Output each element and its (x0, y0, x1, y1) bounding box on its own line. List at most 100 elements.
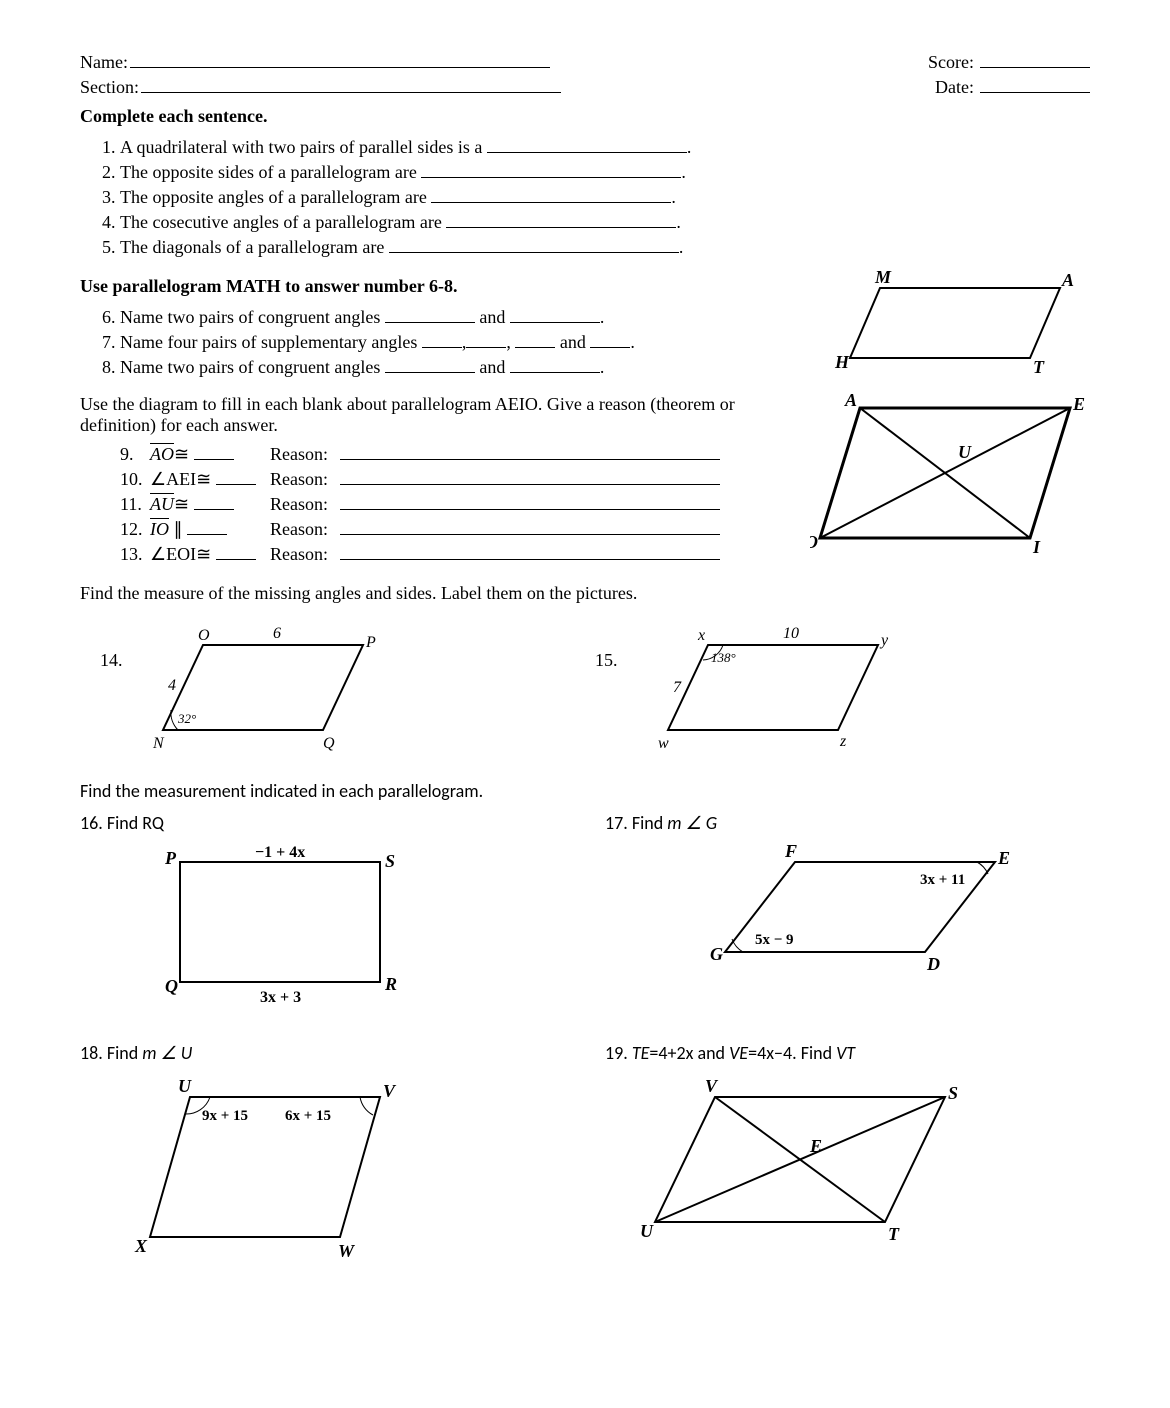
q7-b3[interactable] (515, 330, 555, 348)
header-row-2: Section: Date: (80, 75, 1090, 98)
q13: 13. ∠EOI≅ Reason: (120, 542, 790, 565)
p16-diagram: −1 + 4x 3x + 3 P S R Q (140, 842, 440, 1022)
svg-text:O: O (198, 627, 210, 644)
q7: Name four pairs of supplementary angles … (120, 330, 810, 353)
p14-diagram: 6 4 32° O P Q N (143, 620, 393, 760)
q3-blank[interactable] (431, 185, 671, 203)
name-label: Name: (80, 52, 128, 73)
instruction-aeio: Use the diagram to fill in each blank ab… (80, 394, 790, 436)
aeio-diagram: A E I O U (810, 388, 1090, 558)
q13-blank[interactable] (216, 542, 256, 560)
math-section: Use parallelogram MATH to answer number … (80, 268, 1090, 388)
problems-14-15: 14. 6 4 32° O P Q N 15. 10 7 138° x y z … (80, 620, 1090, 760)
svg-text:S: S (948, 1083, 958, 1103)
q9-blank[interactable] (194, 442, 234, 460)
q5: The diagonals of a parallelogram are . (120, 235, 1090, 258)
svg-text:7: 7 (673, 679, 682, 696)
svg-text:S: S (385, 851, 395, 871)
q13-reason[interactable] (340, 542, 720, 560)
p17: 17. Find m ∠ G 3x + 11 5x − 9 F E D G (605, 812, 1090, 1022)
q3: The opposite angles of a parallelogram a… (120, 185, 1090, 208)
instruction-complete: Complete each sentence. (80, 106, 1090, 127)
q11-blank[interactable] (194, 492, 234, 510)
svg-text:E: E (997, 848, 1010, 868)
date-label: Date: (935, 77, 974, 98)
questions-6-8: Name two pairs of congruent angles and .… (120, 305, 810, 378)
q9: 9. AO≅ Reason: (120, 442, 790, 465)
p18-label: 18. Find m ∠ U (80, 1042, 565, 1064)
svg-text:F: F (784, 842, 797, 861)
svg-text:W: W (338, 1241, 356, 1261)
q6-blank2[interactable] (510, 305, 600, 323)
date-blank[interactable] (980, 75, 1090, 93)
name-blank[interactable] (130, 50, 550, 68)
q6: Name two pairs of congruent angles and . (120, 305, 810, 328)
q5-blank[interactable] (389, 235, 679, 253)
svg-text:E: E (1072, 394, 1085, 414)
svg-text:V: V (383, 1081, 397, 1101)
svg-text:3x + 3: 3x + 3 (260, 989, 301, 1006)
svg-text:9x + 15: 9x + 15 (202, 1108, 248, 1124)
svg-text:5x − 9: 5x − 9 (755, 932, 794, 948)
q9-reason[interactable] (340, 442, 720, 460)
svg-text:w: w (658, 735, 669, 752)
svg-text:U: U (958, 442, 972, 462)
q10-blank[interactable] (216, 467, 256, 485)
questions-9-13: 9. AO≅ Reason: 10. ∠AEI≅ Reason: 11. AU≅… (120, 442, 790, 565)
q10: 10. ∠AEI≅ Reason: (120, 467, 790, 490)
p17-diagram: 3x + 11 5x − 9 F E D G (705, 842, 1025, 992)
svg-text:x: x (697, 627, 705, 644)
svg-text:−1 + 4x: −1 + 4x (255, 844, 305, 861)
q1-blank[interactable] (487, 135, 687, 153)
q12-reason[interactable] (340, 517, 720, 535)
svg-text:P: P (365, 634, 376, 651)
p16-label: 16. Find RQ (80, 812, 565, 834)
svg-text:V: V (705, 1076, 719, 1096)
svg-text:10: 10 (783, 625, 799, 642)
q2-blank[interactable] (421, 160, 681, 178)
aeio-section: Use the diagram to fill in each blank ab… (80, 388, 1090, 567)
q8-blank1[interactable] (385, 355, 475, 373)
svg-text:A: A (844, 390, 857, 410)
q6-blank1[interactable] (385, 305, 475, 323)
svg-text:U: U (640, 1221, 654, 1241)
q4-blank[interactable] (446, 210, 676, 228)
svg-text:U: U (178, 1076, 192, 1096)
q12-blank[interactable] (187, 517, 227, 535)
svg-text:X: X (134, 1236, 148, 1256)
svg-text:N: N (152, 735, 165, 752)
svg-text:6x + 15: 6x + 15 (285, 1108, 331, 1124)
q12: 12. IO ∥ Reason: (120, 517, 790, 540)
instruction-find-measure: Find the measure of the missing angles a… (80, 583, 1090, 604)
q8-blank2[interactable] (510, 355, 600, 373)
svg-text:R: R (384, 974, 397, 994)
svg-text:P: P (164, 848, 177, 868)
svg-text:y: y (879, 632, 889, 649)
section-label: Section: (80, 77, 139, 98)
problems-16-19: 16. Find RQ −1 + 4x 3x + 3 P S R Q 17. F… (80, 812, 1090, 1262)
svg-text:4: 4 (168, 677, 176, 694)
score-blank[interactable] (980, 50, 1090, 68)
svg-text:Q: Q (323, 735, 335, 752)
svg-text:I: I (1032, 537, 1041, 557)
p17-label: 17. Find m ∠ G (605, 812, 1090, 834)
p15-diagram: 10 7 138° x y z w (648, 620, 908, 760)
svg-text:3x + 11: 3x + 11 (920, 872, 965, 888)
p19: 19. TE=4+2x and VE=4x−4. Find VT V S T U… (605, 1042, 1090, 1262)
svg-text:T: T (1033, 357, 1045, 377)
q7-b2[interactable] (466, 330, 506, 348)
instruction-math: Use parallelogram MATH to answer number … (80, 276, 810, 297)
q10-reason[interactable] (340, 467, 720, 485)
q7-b1[interactable] (422, 330, 462, 348)
p15-num: 15. (595, 650, 618, 671)
math-diagram: M A T H (830, 268, 1090, 378)
q2: The opposite sides of a parallelogram ar… (120, 160, 1090, 183)
q11-reason[interactable] (340, 492, 720, 510)
p19-label: 19. TE=4+2x and VE=4x−4. Find VT (605, 1042, 1090, 1064)
section-blank[interactable] (141, 75, 561, 93)
svg-text:H: H (834, 352, 850, 372)
q7-b4[interactable] (590, 330, 630, 348)
svg-text:Q: Q (165, 976, 178, 996)
p18: 18. Find m ∠ U 9x + 15 6x + 15 U V W X (80, 1042, 565, 1262)
q1: A quadrilateral with two pairs of parall… (120, 135, 1090, 158)
